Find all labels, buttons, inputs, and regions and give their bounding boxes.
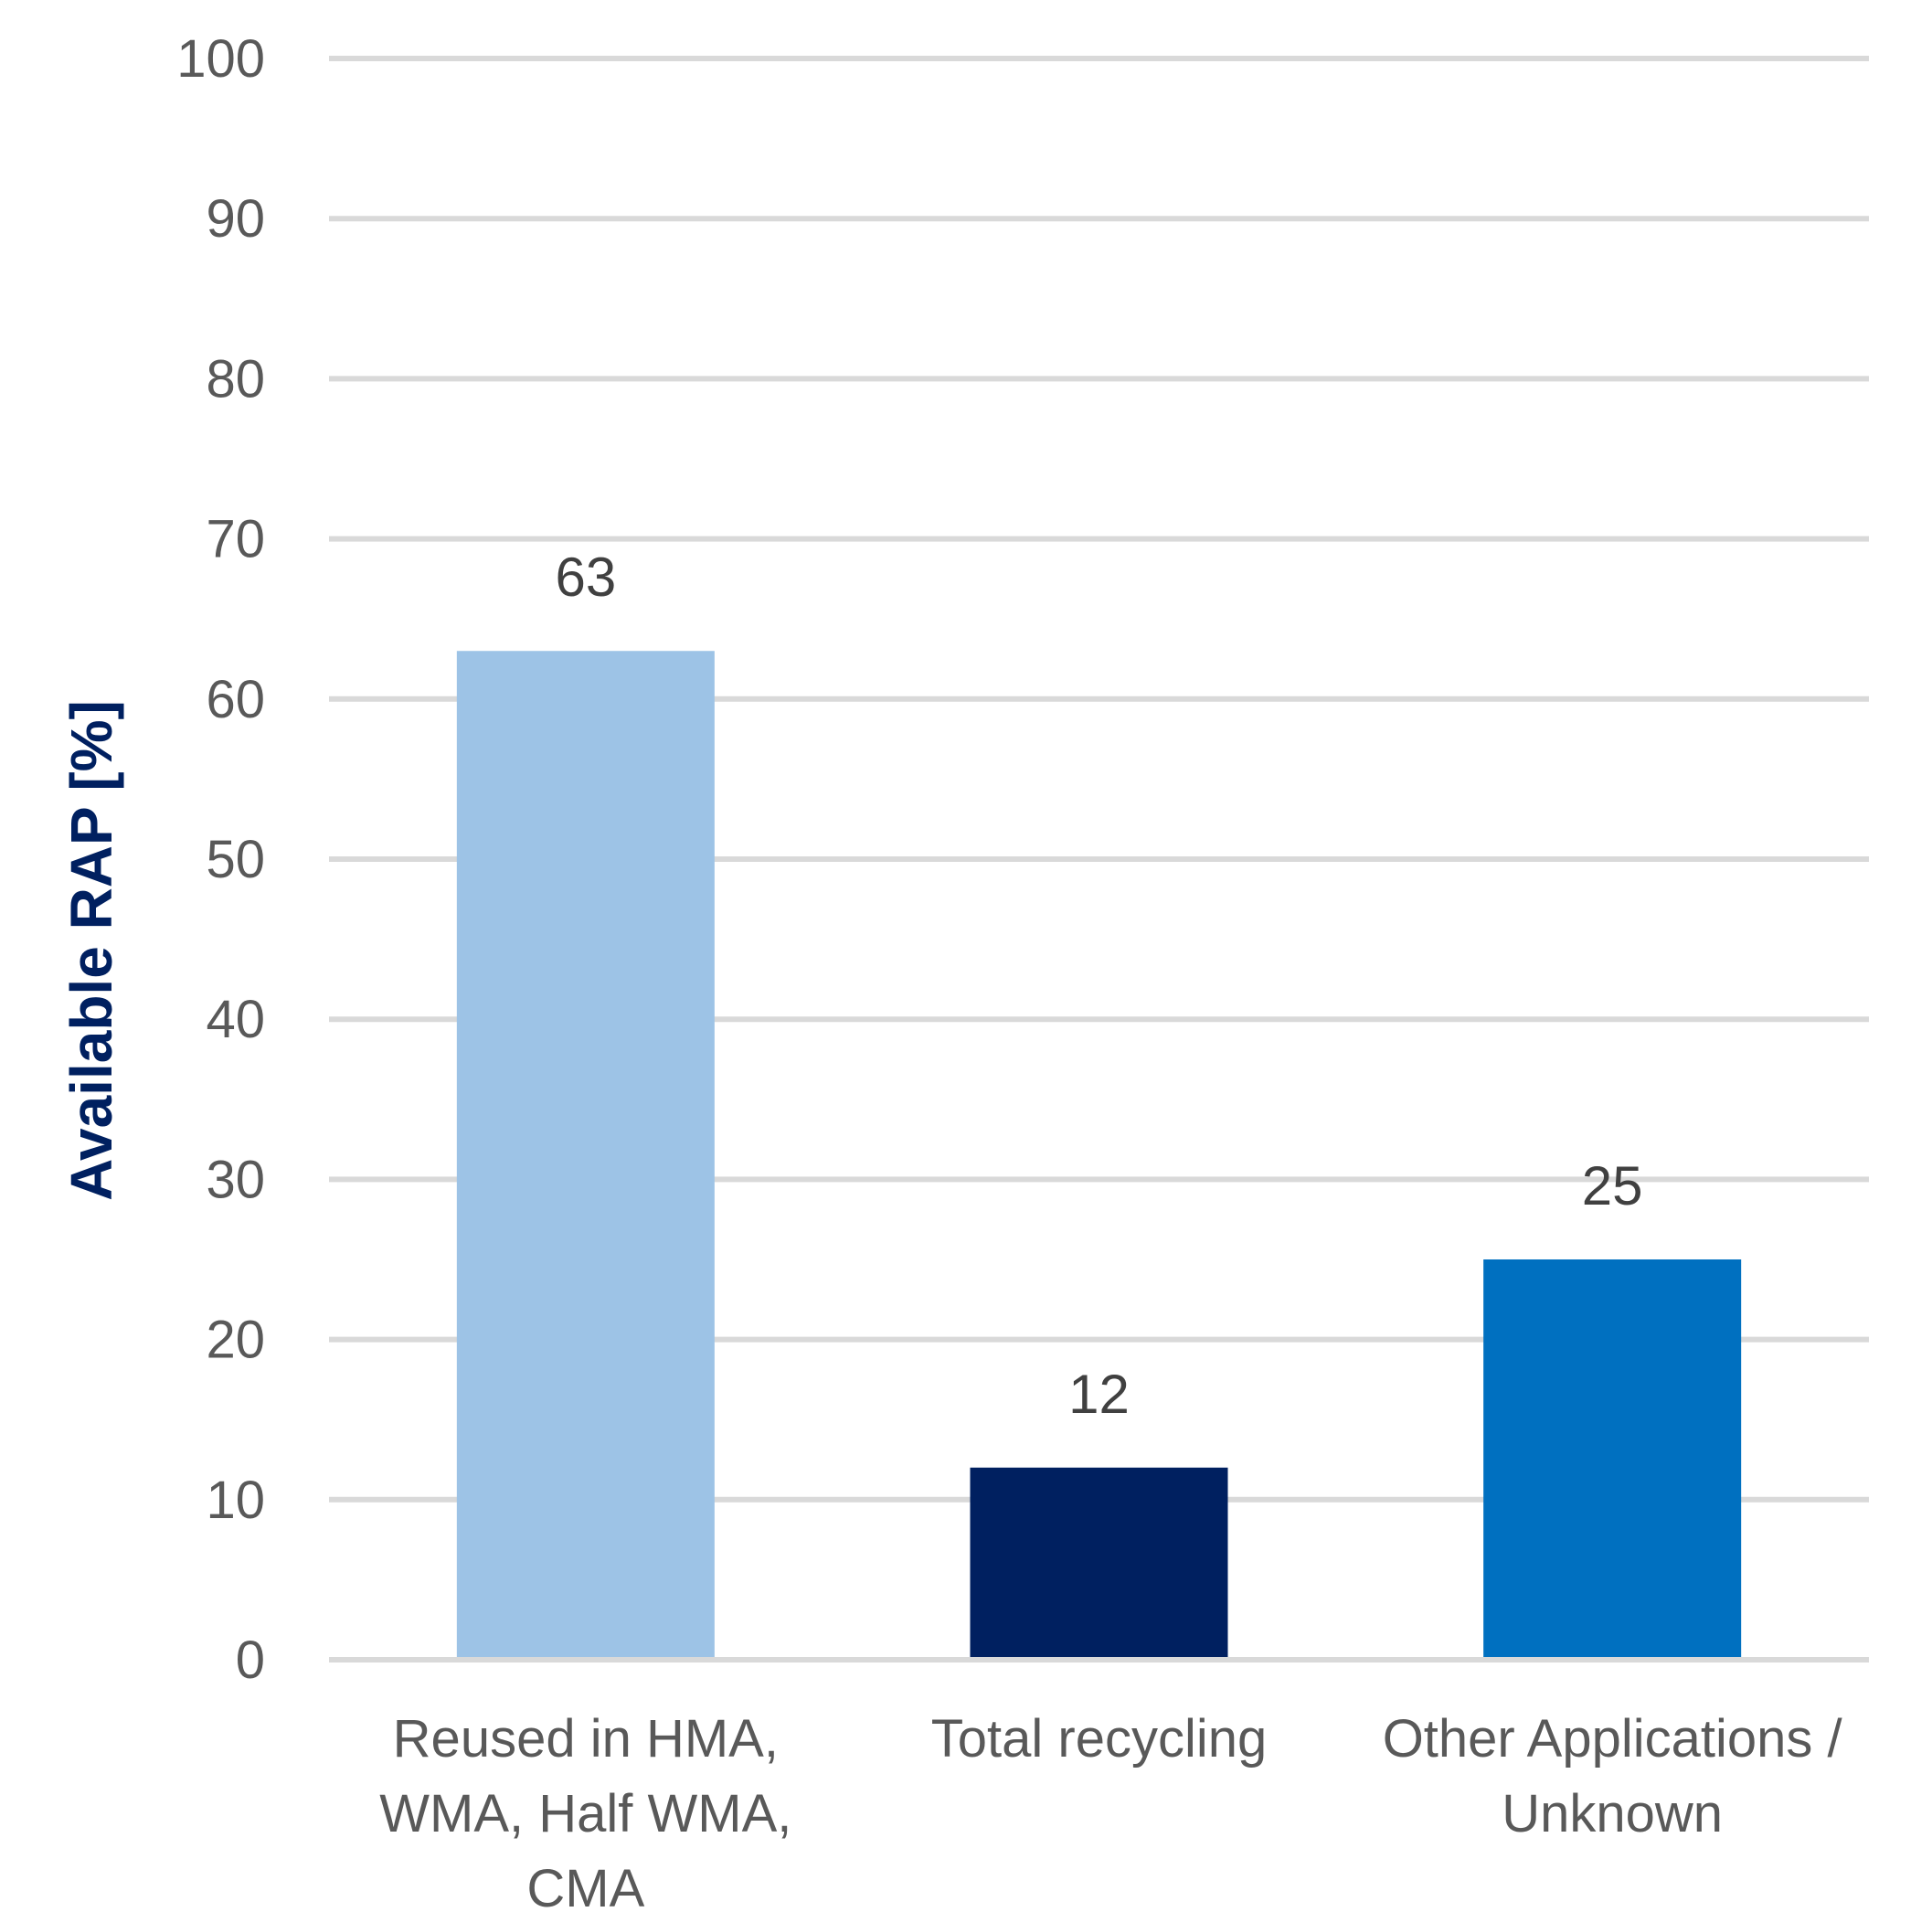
y-tick-label: 50 (206, 830, 265, 889)
y-tick-label: 100 (176, 29, 265, 89)
x-category-label: Reused in HMA, WMA, Half WMA, CMA (379, 1709, 791, 1912)
data-labels: 63 12 25 (555, 547, 1642, 1425)
y-tick-label: 40 (206, 990, 265, 1049)
y-tick-label: 90 (206, 189, 265, 249)
x-category-label: Other Applications / Unknown (1383, 1709, 1843, 1843)
y-axis-title: Available RAP [%] (58, 700, 124, 1201)
x-category-label: Total recycling (931, 1709, 1267, 1769)
bar (1483, 1259, 1742, 1657)
bar (456, 651, 715, 1657)
data-label: 25 (1582, 1155, 1643, 1216)
y-tick-label: 20 (206, 1311, 265, 1370)
y-tick-label: 70 (206, 510, 265, 569)
x-axis-categories: Reused in HMA, WMA, Half WMA, CMA Total rec… (379, 1709, 1842, 1912)
bar (970, 1467, 1228, 1657)
data-label: 63 (555, 547, 616, 608)
data-label: 12 (1068, 1364, 1130, 1425)
y-tick-label: 10 (206, 1471, 265, 1530)
y-tick-label: 0 (236, 1631, 265, 1690)
y-tick-label: 60 (206, 670, 265, 729)
y-axis-ticks: 0 10 20 30 40 50 60 70 80 90 100 (176, 29, 265, 1690)
y-tick-label: 80 (206, 349, 265, 409)
bars (456, 651, 1742, 1657)
y-tick-label: 30 (206, 1150, 265, 1209)
